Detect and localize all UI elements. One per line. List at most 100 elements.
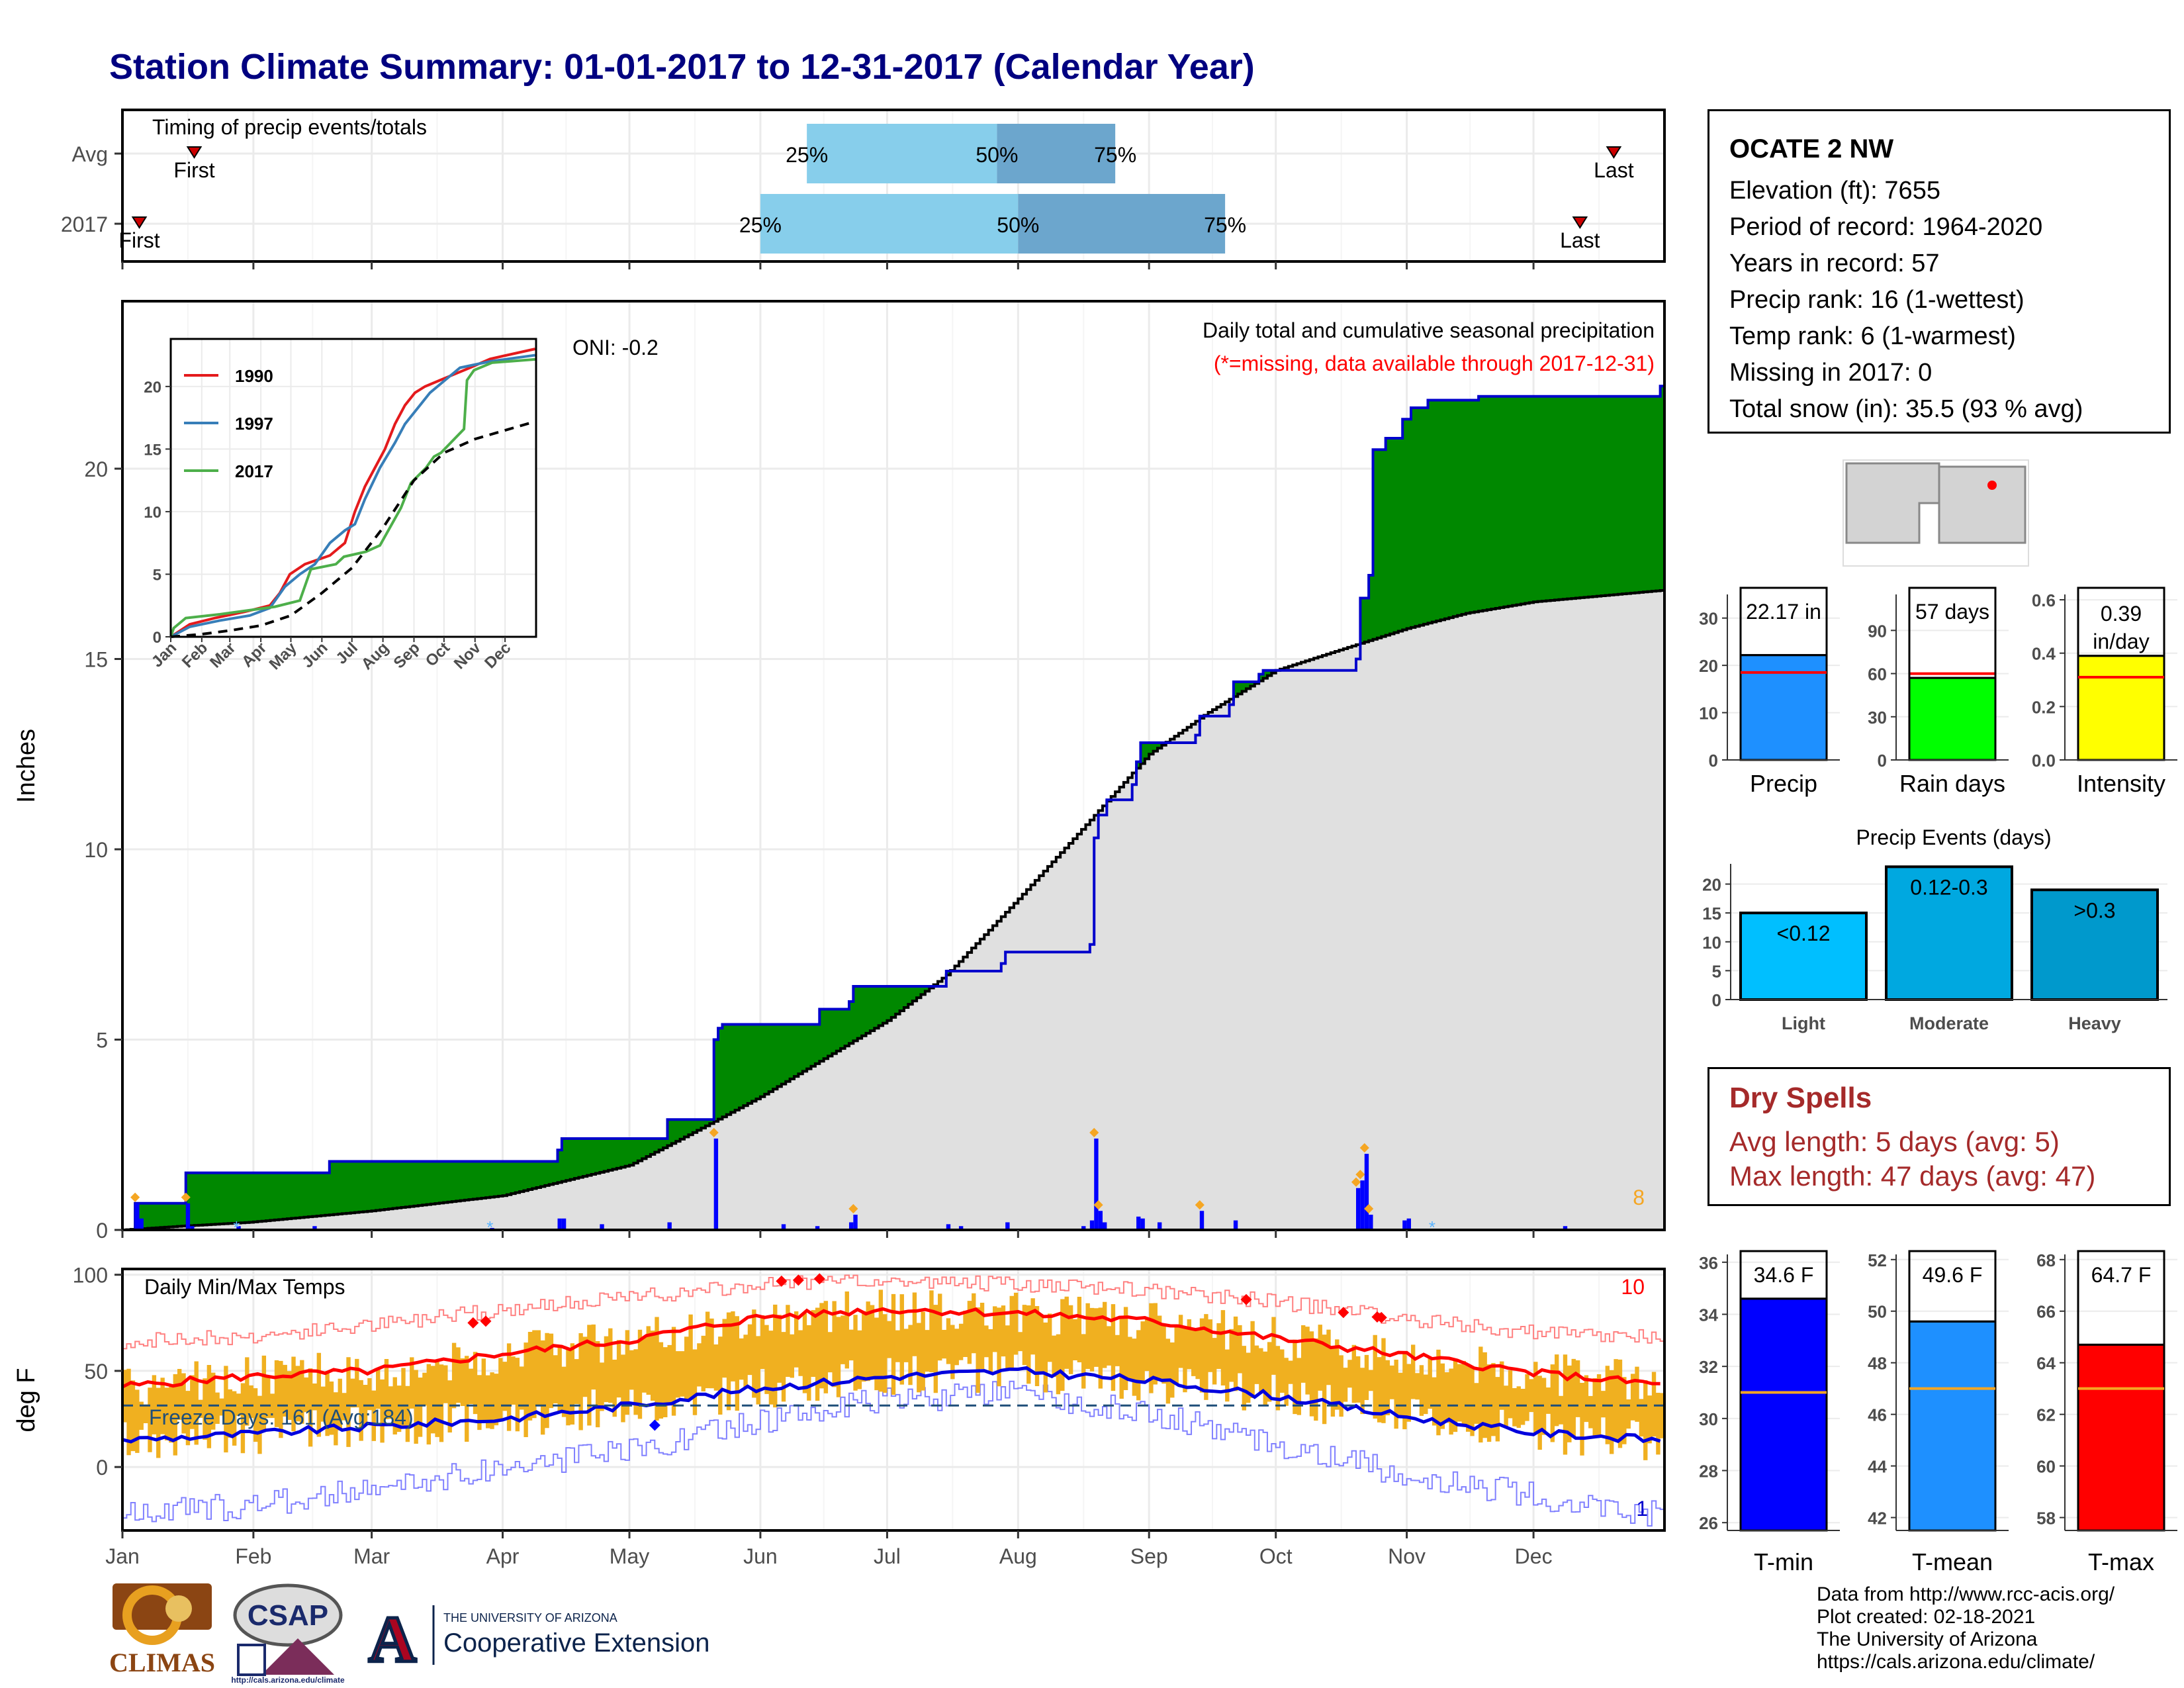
record-high-marker: [792, 1274, 804, 1286]
inset-series-avg: [170, 420, 536, 638]
events-y-tick-label: 0: [1712, 990, 1721, 1010]
timing-row-label: Avg: [71, 142, 108, 166]
csap-url: http://cals.arizona.edu/climate: [231, 1675, 345, 1685]
summary-value-box: [1908, 586, 1997, 679]
timing-label-25: 25%: [786, 143, 828, 167]
inset-y-tick-label: 0: [153, 629, 161, 647]
summary-y-tick-label: 42: [1868, 1509, 1887, 1528]
daily-precip-bar: [1081, 1226, 1086, 1230]
inset-legend-label: 2017: [235, 461, 273, 481]
inset-series-2017: [169, 357, 535, 637]
timing-bar-25-50: [760, 194, 1019, 254]
summary-y-tick-label: 0: [1878, 751, 1887, 771]
timing-label-75: 75%: [1204, 213, 1246, 237]
summary-y-tick-label: 48: [1868, 1354, 1887, 1374]
summary-y-tick-label: 30: [1868, 708, 1887, 727]
summary-y-tick-label: 0: [1709, 751, 1718, 771]
daily-precip-bar: [1005, 1222, 1010, 1230]
summary-value-label: 57 days: [1915, 600, 1989, 624]
summary-y-tick-label: 32: [1699, 1357, 1718, 1377]
daily-precip-marker: [848, 1203, 858, 1214]
summary-y-tick-label: 0.2: [2032, 697, 2056, 717]
y-tick-label: 50: [84, 1360, 108, 1383]
summary-category-label: Rain days: [1899, 770, 2005, 797]
freeze-days-label: Freeze Days: 161 (Avg:184): [149, 1405, 414, 1429]
daily-precip-bar: [1102, 1222, 1107, 1230]
station-info-box: OCATE 2 NW Elevation (ft): 7655 Period o…: [1707, 109, 2171, 434]
summary-value-label: 34.6 F: [1754, 1263, 1814, 1287]
summary-bar-rain-days: [1908, 677, 1997, 761]
timing-label-first: First: [173, 158, 214, 182]
daily-precip-marker: [709, 1127, 719, 1138]
summary-y-tick-label: 90: [1868, 621, 1887, 641]
timing-label-25: 25%: [739, 213, 782, 237]
x-tick-label: Feb: [235, 1544, 271, 1568]
ua-line2: Cooperative Extension: [443, 1628, 709, 1658]
x-tick-label: Mar: [353, 1544, 390, 1568]
oni-label: ONI: -0.2: [572, 336, 659, 359]
summary-y-tick-label: 46: [1868, 1405, 1887, 1425]
timing-marker-first: [131, 216, 148, 229]
summary-y-tick-label: 30: [1699, 609, 1718, 629]
inset-y-tick-label: 5: [153, 566, 161, 584]
snow-marker: *: [486, 1217, 493, 1237]
main-subtitle: (*=missing, data available through 2017-…: [1214, 352, 1655, 375]
station-period: Period of record: 1964-2020: [1729, 213, 2043, 241]
daily-precip-bar: [1136, 1216, 1141, 1230]
daily-precip-bar: [781, 1224, 786, 1230]
summary-y-tick-label: 34: [1699, 1305, 1718, 1325]
x-tick-label: Jan: [105, 1544, 140, 1568]
event-bar-label: <0.12: [1777, 921, 1831, 945]
station-elevation: Elevation (ft): 7655: [1729, 177, 1940, 205]
temps-title: Daily Min/Max Temps: [144, 1275, 345, 1299]
daily-precip-bar: [853, 1215, 858, 1230]
daily-precip-bar: [667, 1222, 672, 1230]
credits: Data from http://www.rcc-acis.org/ Plot …: [1817, 1583, 2115, 1673]
daily-precip-bar: [1364, 1154, 1369, 1230]
daily-precip-bar: [848, 1222, 854, 1230]
inset-series-1997: [170, 353, 535, 638]
snow-marker: *: [1429, 1217, 1435, 1237]
events-title: Precip Events (days): [1856, 825, 2051, 849]
summary-y-tick-label: 64: [2036, 1354, 2056, 1374]
daily-precip-bar: [1098, 1211, 1103, 1230]
timing-marker-first: [186, 146, 203, 159]
y-tick-label: 0: [96, 1456, 108, 1479]
record-high-marker: [1240, 1293, 1252, 1305]
avg-max-line: [121, 1307, 1661, 1389]
station-name: OCATE 2 NW: [1729, 134, 1894, 164]
daily-precip-bar: [713, 1139, 719, 1230]
csap-text: CSAP: [248, 1599, 328, 1632]
record-high-marker: [813, 1273, 825, 1285]
y-tick-label: 20: [84, 457, 108, 481]
timing-bar-50-75: [997, 124, 1116, 183]
timing-label-50: 50%: [976, 143, 1018, 167]
summary-y-tick-label: 28: [1699, 1462, 1718, 1481]
summary-y-tick-label: 0.0: [2032, 751, 2056, 771]
summary-y-tick-label: 50: [1868, 1302, 1887, 1322]
observed-cumulative-line: [122, 385, 1664, 1231]
daily-precip-bar: [236, 1226, 241, 1230]
y-axis-label: Inches: [13, 729, 40, 803]
y-axis-label: deg F: [13, 1368, 40, 1432]
y-tick-label: 5: [96, 1029, 108, 1053]
summary-value-box: [1908, 1250, 1997, 1323]
summary-y-tick-label: 26: [1699, 1513, 1718, 1533]
summary-category-label: T-mean: [1912, 1548, 1993, 1575]
summary-value-label: in/day: [2093, 630, 2149, 653]
event-bar-label: >0.3: [2073, 898, 2115, 922]
summary-y-tick-label: 0.6: [2032, 590, 2056, 610]
dry-spells-title: Dry Spells: [1729, 1082, 1872, 1114]
y-tick-label: 10: [84, 838, 108, 862]
credit-line: Plot created: 02-18-2021: [1817, 1606, 2036, 1628]
daily-precip-bar: [1140, 1218, 1145, 1230]
timing-title: Timing of precip events/totals: [152, 115, 427, 139]
main-frame: [121, 300, 1666, 1231]
y-tick-label: 15: [84, 648, 108, 672]
inset-legend-label: 1997: [235, 414, 273, 434]
daily-precip-bar: [600, 1224, 604, 1230]
main-title: Daily total and cumulative seasonal prec…: [1203, 318, 1655, 342]
summary-y-tick-label: 30: [1699, 1409, 1718, 1429]
